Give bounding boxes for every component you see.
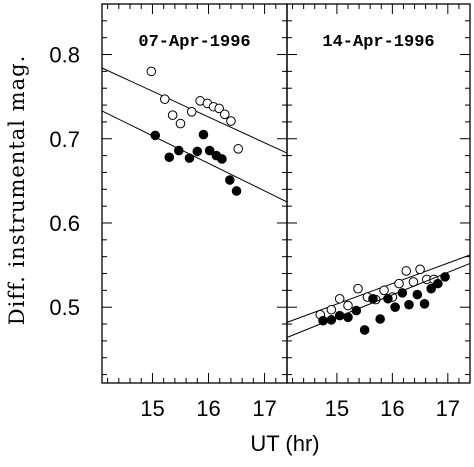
filled-data-point [359,325,370,335]
open-data-point [186,107,197,117]
open-data-point [415,264,425,275]
x-tick-label: 16 [196,396,220,421]
filled-data-point [318,315,328,326]
filled-data-point [412,289,423,300]
filled-data-point [164,152,175,163]
x-tick-label: 15 [140,396,164,421]
panel-title: 14-Apr-1996 [322,33,434,52]
plot-frame [286,3,471,384]
x-tick-label: 17 [436,396,460,421]
filled-data-point [390,302,400,313]
x-tick-label: 16 [380,396,404,421]
filled-data-point [150,130,161,141]
x-axis-label: UT (hr) [250,431,319,456]
filled-data-point [334,310,345,321]
filled-data-point [192,146,203,157]
open-data-point [167,110,178,120]
filled-data-point [433,278,443,289]
filled-data-point [231,186,242,196]
open-data-point [326,304,337,315]
y-tick-label: 0.7 [49,127,80,152]
filled-data-point [368,293,378,304]
filled-data-point [383,293,393,304]
filled-data-point [375,314,385,324]
filled-data-point [397,288,408,298]
filled-data-point [217,154,227,164]
open-data-point [159,94,170,104]
panel-1: 15 16 17 0.5 0.6 0.7 0.8 07-Apr-1996 [49,3,288,421]
filled-data-point [204,145,215,156]
open-data-point [214,103,224,114]
open-data-point [219,109,230,120]
filled-data-point [351,305,362,316]
x-tick-label: 15 [325,396,349,421]
y-tick-label: 0.8 [49,43,80,68]
filled-data-point [440,272,450,282]
open-data-point [175,118,186,129]
filled-data-point [419,299,430,309]
fit-line [286,262,471,338]
open-data-point [343,300,353,311]
filled-data-point [326,315,337,325]
panel-title: 07-Apr-1996 [138,33,250,52]
open-data-point [401,266,412,276]
fit-line [101,110,288,203]
y-axis-label: Diff. instrumental mag. [5,55,29,326]
panel-2: 15 16 17 14-Apr-1996 [286,3,471,421]
open-data-point [353,283,363,294]
filled-data-point [225,175,235,185]
filled-data-point [426,283,436,294]
plot-frame [101,3,288,384]
x-tick-label: 17 [252,396,276,421]
open-data-point [394,278,404,289]
y-tick-label: 0.5 [49,295,80,320]
open-data-point [334,293,345,304]
open-data-point [226,116,236,126]
open-data-point [233,144,244,154]
open-data-point [379,285,389,296]
filled-data-point [404,299,414,310]
filled-data-point [343,312,353,323]
open-data-point [146,66,157,77]
filled-data-point [198,129,209,140]
filled-data-point [184,153,195,163]
filled-data-point [174,145,184,156]
y-tick-label: 0.6 [49,211,80,236]
fit-line [286,254,471,323]
